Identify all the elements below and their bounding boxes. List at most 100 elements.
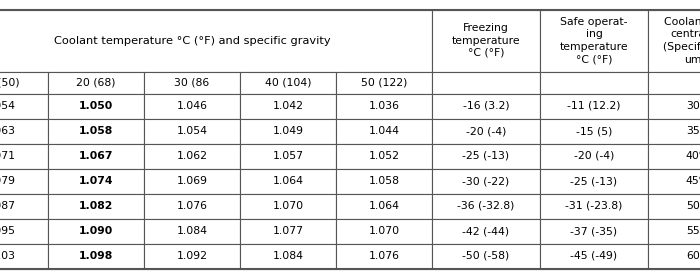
Bar <box>0 71 48 93</box>
Bar <box>648 93 700 118</box>
Bar <box>648 244 700 269</box>
Text: -20 (-4): -20 (-4) <box>466 126 506 136</box>
Bar <box>648 168 700 193</box>
Bar <box>48 193 144 219</box>
Text: -11 (12.2): -11 (12.2) <box>567 101 621 111</box>
Text: 1.054: 1.054 <box>176 126 207 136</box>
Text: -16 (3.2): -16 (3.2) <box>463 101 510 111</box>
Text: 30%: 30% <box>686 101 700 111</box>
Bar <box>432 244 540 269</box>
Bar <box>432 93 540 118</box>
Bar <box>240 219 336 244</box>
Text: 30 (86: 30 (86 <box>174 78 209 88</box>
Bar <box>540 93 648 118</box>
Bar <box>144 71 240 93</box>
Bar <box>144 219 240 244</box>
Bar <box>144 143 240 168</box>
Text: Coolant con-
centration
(Specific vol-
ume): Coolant con- centration (Specific vol- u… <box>663 17 700 64</box>
Bar <box>540 71 648 93</box>
Text: 40 (104): 40 (104) <box>265 78 312 88</box>
Text: 1.052: 1.052 <box>368 151 400 161</box>
Bar <box>336 244 432 269</box>
Bar <box>0 219 48 244</box>
Bar <box>432 71 540 93</box>
Text: -20 (-4): -20 (-4) <box>574 151 614 161</box>
Bar <box>432 168 540 193</box>
Bar <box>432 193 540 219</box>
Bar <box>240 71 336 93</box>
Text: 1.058: 1.058 <box>368 176 400 186</box>
Bar <box>336 143 432 168</box>
Bar <box>144 93 240 118</box>
Text: 1.046: 1.046 <box>176 101 207 111</box>
Text: 1.054: 1.054 <box>0 101 15 111</box>
Bar <box>336 168 432 193</box>
Text: 10 (50): 10 (50) <box>0 78 20 88</box>
Bar <box>240 118 336 143</box>
Bar <box>540 244 648 269</box>
Text: -30 (-22): -30 (-22) <box>463 176 510 186</box>
Text: 35%: 35% <box>686 126 700 136</box>
Bar <box>432 143 540 168</box>
Bar <box>648 9 700 71</box>
Text: 1.049: 1.049 <box>272 126 304 136</box>
Text: 20 (68): 20 (68) <box>76 78 116 88</box>
Text: 1.095: 1.095 <box>0 226 15 236</box>
Bar <box>0 193 48 219</box>
Text: 1.082: 1.082 <box>79 201 113 211</box>
Bar <box>648 219 700 244</box>
Bar <box>648 118 700 143</box>
Text: 55%: 55% <box>686 226 700 236</box>
Text: 1.090: 1.090 <box>79 226 113 236</box>
Bar <box>540 193 648 219</box>
Bar <box>648 143 700 168</box>
Bar <box>48 219 144 244</box>
Text: 1.062: 1.062 <box>176 151 207 161</box>
Text: 1.042: 1.042 <box>272 101 304 111</box>
Text: 1.084: 1.084 <box>272 251 304 261</box>
Text: 1.036: 1.036 <box>368 101 400 111</box>
Bar <box>0 168 48 193</box>
Bar <box>48 118 144 143</box>
Text: 1.084: 1.084 <box>176 226 207 236</box>
Bar <box>240 244 336 269</box>
Text: 1.067: 1.067 <box>78 151 113 161</box>
Text: 60%: 60% <box>686 251 700 261</box>
Bar <box>336 118 432 143</box>
Bar <box>432 118 540 143</box>
Bar <box>540 219 648 244</box>
Bar <box>240 168 336 193</box>
Text: 1.103: 1.103 <box>0 251 15 261</box>
Bar <box>240 93 336 118</box>
Text: Safe operat-
ing
temperature
°C (°F): Safe operat- ing temperature °C (°F) <box>560 17 629 64</box>
Bar <box>336 71 432 93</box>
Bar <box>48 244 144 269</box>
Text: -50 (-58): -50 (-58) <box>463 251 510 261</box>
Bar <box>0 244 48 269</box>
Bar <box>144 118 240 143</box>
Text: 1.076: 1.076 <box>176 201 207 211</box>
Text: 1.077: 1.077 <box>272 226 304 236</box>
Bar <box>540 118 648 143</box>
Text: -36 (-32.8): -36 (-32.8) <box>457 201 514 211</box>
Text: 1.050: 1.050 <box>79 101 113 111</box>
Bar <box>240 193 336 219</box>
Bar <box>336 93 432 118</box>
Text: 40%: 40% <box>686 151 700 161</box>
Text: 1.069: 1.069 <box>176 176 207 186</box>
Bar <box>648 193 700 219</box>
Text: -25 (-13): -25 (-13) <box>570 176 617 186</box>
Bar <box>240 143 336 168</box>
Bar <box>48 143 144 168</box>
Bar <box>48 168 144 193</box>
Bar <box>432 9 540 71</box>
Text: 45%: 45% <box>686 176 700 186</box>
Bar <box>48 71 144 93</box>
Text: 50 (122): 50 (122) <box>360 78 407 88</box>
Bar <box>48 93 144 118</box>
Text: -37 (-35): -37 (-35) <box>570 226 617 236</box>
Text: Freezing
temperature
°C (°F): Freezing temperature °C (°F) <box>452 23 520 58</box>
Text: 1.057: 1.057 <box>272 151 304 161</box>
Bar <box>540 143 648 168</box>
Text: -25 (-13): -25 (-13) <box>463 151 510 161</box>
